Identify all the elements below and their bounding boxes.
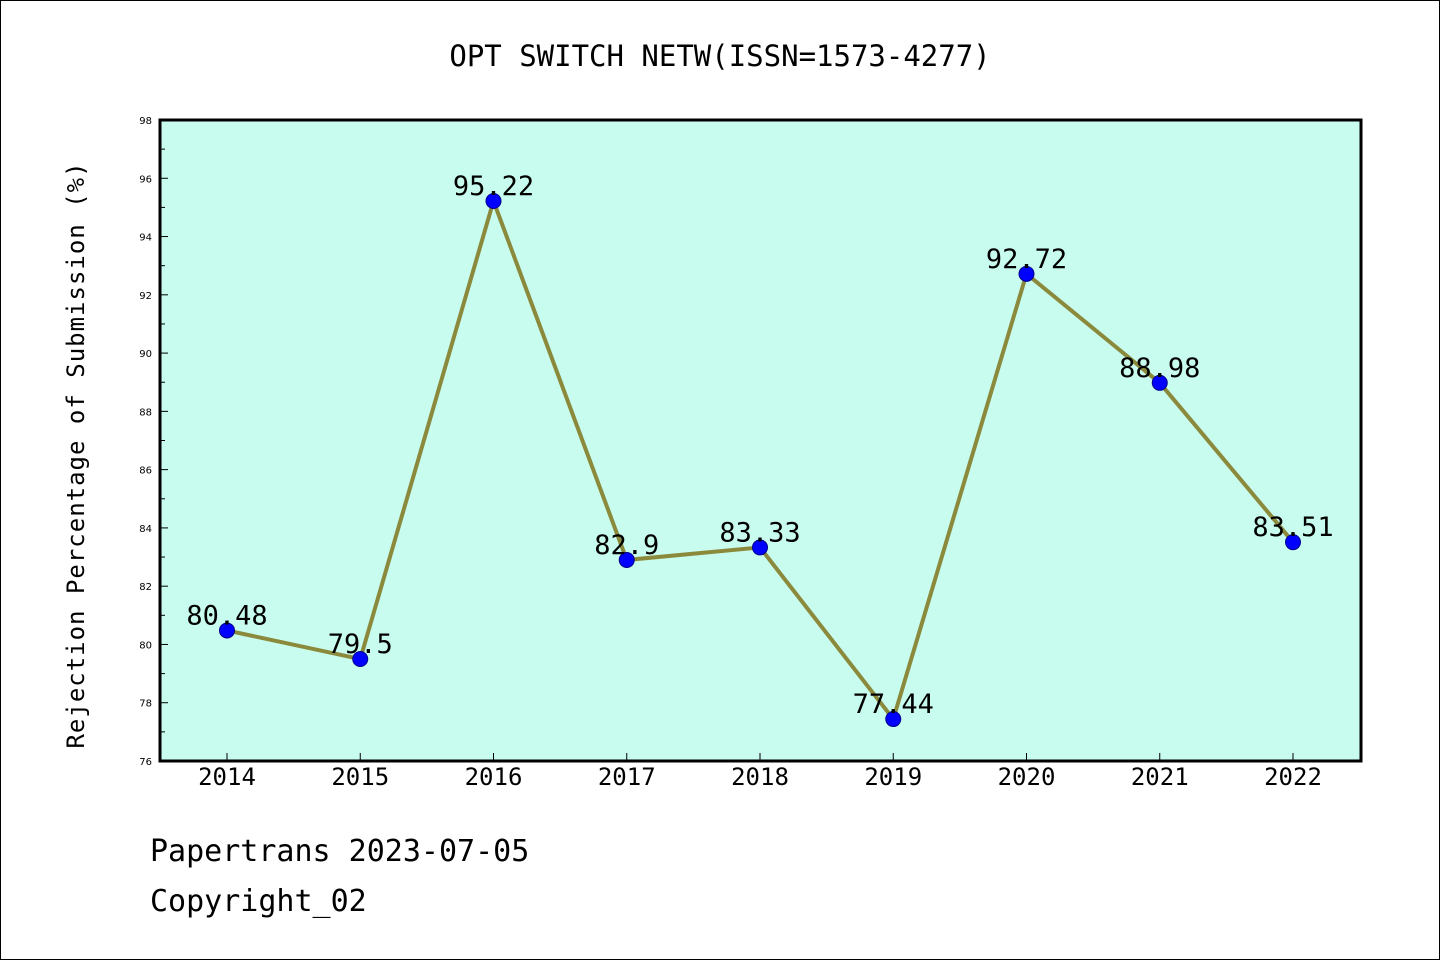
data-label: 83.33 (719, 517, 800, 548)
y-tick-label: 88 (139, 407, 152, 418)
x-tick-label: 2015 (331, 763, 389, 791)
x-tick-label: 2021 (1131, 763, 1189, 791)
y-tick-label: 80 (139, 640, 152, 651)
x-tick-label: 2020 (998, 763, 1056, 791)
data-label: 92.72 (986, 244, 1067, 275)
footer-copyright: Copyright_02 (150, 884, 367, 919)
data-point-marker (1285, 534, 1301, 551)
y-tick-label: 84 (139, 524, 152, 535)
y-tick-label: 90 (139, 349, 152, 360)
data-label: 88.98 (1119, 353, 1200, 384)
data-point-marker (1018, 265, 1035, 282)
x-tick-label: 2019 (864, 763, 922, 791)
x-axis: 2014 2015 2016 2017 2018 2019 2020 2021 2022 (198, 753, 1322, 791)
marker-group (219, 192, 1301, 728)
y-tick-label: 78 (139, 699, 152, 710)
x-tick-label: 2022 (1264, 763, 1322, 791)
y-tick-label: 86 (139, 466, 152, 477)
data-point-marker (752, 539, 768, 556)
y-tick-label: 94 (139, 233, 152, 244)
data-point-marker (352, 651, 369, 668)
data-point-marker (618, 551, 635, 568)
data-label: 82.9 (594, 530, 659, 561)
data-label-group: 80.48 79.5 95.22 82.9 83.33 77.44 92.72 88.98 83… (186, 171, 1333, 720)
y-tick-label: 76 (139, 757, 152, 768)
y-axis: 76 78 80 82 84 86 88 90 92 94 96 98 (139, 116, 168, 768)
data-point-marker (219, 622, 235, 639)
y-tick-label: 82 (139, 582, 152, 593)
plot-area (160, 120, 1361, 761)
data-label: 79.5 (328, 629, 393, 660)
data-label: 77.44 (853, 689, 934, 720)
x-tick-label: 2014 (198, 763, 256, 791)
y-tick-label: 92 (139, 291, 152, 302)
data-label: 95.22 (453, 171, 534, 202)
y-tick-label: 96 (139, 174, 152, 185)
plot-border (158, 118, 1363, 763)
x-tick-label: 2018 (731, 763, 789, 791)
data-label: 83.51 (1252, 512, 1333, 543)
data-label: 80.48 (186, 600, 267, 631)
y-tick-label: 98 (139, 116, 152, 127)
data-point-marker (485, 192, 502, 209)
x-tick-label: 2016 (465, 763, 523, 791)
y-axis-label: Rejection Percentage of Submission (%) (62, 161, 90, 748)
data-point-marker (1151, 374, 1168, 391)
footer-date: Papertrans 2023-07-05 (150, 834, 530, 869)
x-tick-label: 2017 (598, 763, 656, 791)
chart-title: OPT SWITCH NETW(ISSN=1573-4277) (449, 39, 990, 73)
data-point-marker (885, 711, 902, 728)
